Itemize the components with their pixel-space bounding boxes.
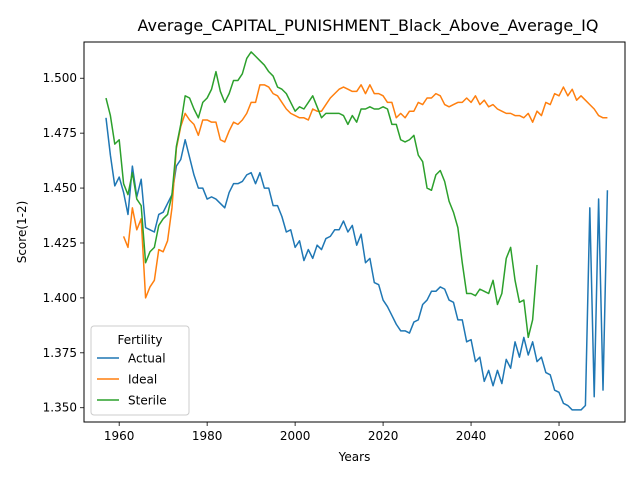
series-line-sterile [105, 51, 538, 339]
x-tick-label: 2060 [544, 429, 575, 443]
legend-title: Fertility [117, 333, 162, 347]
y-axis-label: Score(1-2) [15, 201, 29, 264]
x-tick-label: 1980 [192, 429, 223, 443]
y-tick-label: 1.500 [43, 71, 77, 85]
x-axis-label: Years [338, 450, 371, 464]
series-line-actual [105, 117, 609, 411]
series-line-ideal [122, 84, 608, 299]
y-tick-label: 1.400 [43, 291, 77, 305]
x-tick-label: 2020 [368, 429, 399, 443]
y-tick-label: 1.475 [43, 126, 77, 140]
y-tick-label: 1.375 [43, 346, 77, 360]
legend-entries: Actual Ideal Sterile [97, 352, 167, 408]
series-layer [105, 51, 609, 411]
legend-box [90, 325, 190, 416]
legend-label-sterile: Sterile [128, 394, 167, 408]
y-axis: 1.350 1.375 1.400 1.425 1.450 1.475 1.500 [43, 71, 84, 415]
y-tick-label: 1.425 [43, 236, 77, 250]
legend-label-actual: Actual [128, 352, 166, 366]
x-tick-label: 1960 [104, 429, 135, 443]
x-tick-label: 2040 [456, 429, 487, 443]
legend: Fertility Actual Ideal Sterile [90, 325, 190, 416]
plot-frame [83, 41, 626, 423]
chart-title: Average_CAPITAL_PUNISHMENT_Black_Above_A… [138, 16, 599, 36]
x-tick-label: 2000 [280, 429, 311, 443]
y-tick-label: 1.450 [43, 181, 77, 195]
y-tick-label: 1.350 [43, 401, 77, 415]
x-axis: 1960 1980 2000 2020 2040 2060 [104, 422, 574, 443]
legend-label-ideal: Ideal [128, 373, 157, 387]
